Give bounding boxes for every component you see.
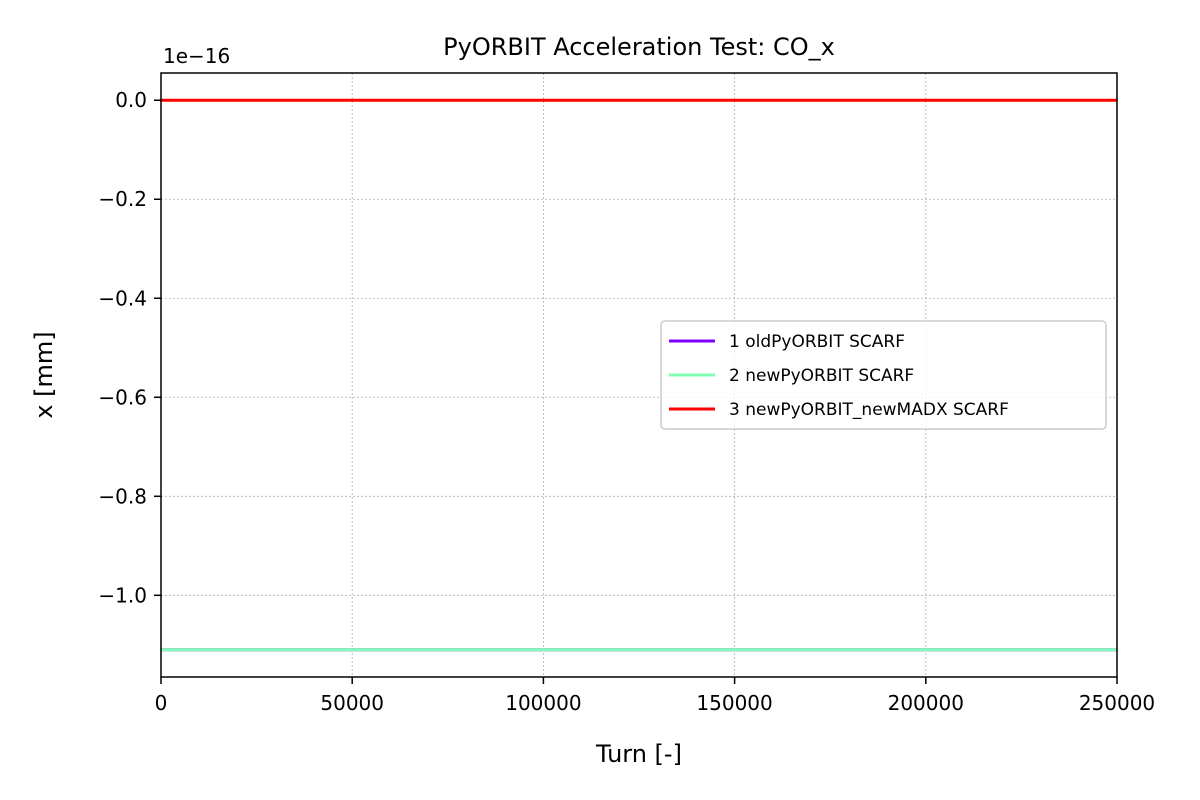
x-tick-label: 100000 [505,691,581,715]
y-tick-label: −1.0 [98,583,147,607]
y-tick-label: −0.6 [98,385,147,409]
x-tick-label: 0 [155,691,168,715]
plot-area-frame [160,72,1118,678]
y-axis-offset-label: 1e−16 [163,44,230,68]
legend-entry-3: 3 newPyORBIT_newMADX SCARF [729,400,1009,420]
y-tick-label: 0.0 [115,88,147,112]
x-axis-label: Turn [-] [595,740,682,768]
legend-box [660,320,1107,430]
legend: 1 oldPyORBIT SCARF 2 newPyORBIT SCARF 3 ne… [660,320,1107,430]
chart-title: PyORBIT Acceleration Test: CO_x [443,33,835,61]
series-lines [161,98,1117,652]
x-tick-label: 50000 [320,691,384,715]
legend-entry-2: 2 newPyORBIT SCARF [729,366,914,386]
y-tick-label: −0.2 [98,187,147,211]
y-tick-label: −0.4 [98,286,147,310]
y-axis-label: x [mm] [30,331,58,418]
y-tick-label: −0.8 [98,484,147,508]
x-tick-label: 250000 [1079,691,1155,715]
x-tick-label: 150000 [696,691,772,715]
x-tick-label: 200000 [888,691,964,715]
legend-entry-1: 1 oldPyORBIT SCARF [729,332,905,352]
axis-ticks: 0 50000 100000 150000 200000 250000 0.0 −0.2 −0.… [98,88,1155,715]
